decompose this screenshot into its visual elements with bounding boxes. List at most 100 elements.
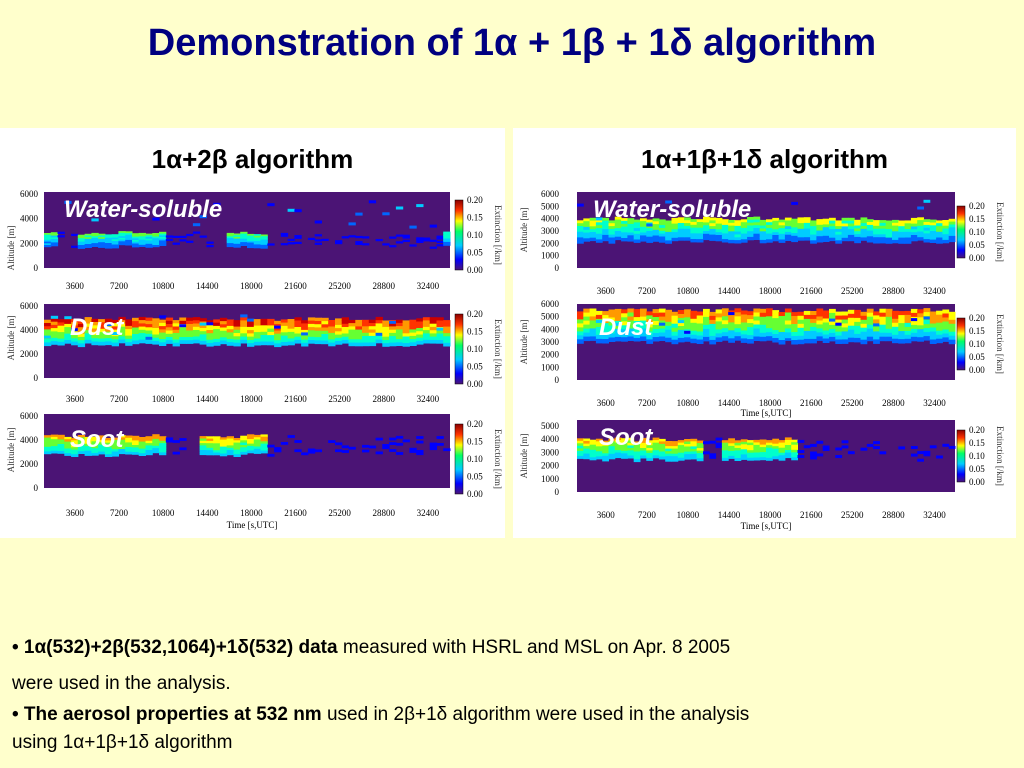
y-tick-label: 4000 [541,434,560,444]
colorbar-tick-label: 0.00 [467,379,483,389]
left-plot-soot: Altitude [m] 6000 4000 2000 0 3600 7200 10800… [0,410,505,538]
colorbar-tick-label: 0.20 [969,313,985,323]
slide-title: Demonstration of 1α + 1β + 1δ algorithm [147,22,877,64]
colorbar-tick-label: 0.20 [969,201,985,211]
colorbar-tick-label: 0.05 [969,352,985,362]
x-tick-label: 10800 [152,394,175,404]
colorbar-tick-label: 0.00 [969,253,985,263]
x-tick-label: 14400 [718,286,741,296]
label-dust: Dust [70,314,124,341]
x-tick-label: 7200 [110,281,129,291]
x-tick-label: 18000 [759,510,782,520]
y-tick-label: 5000 [541,421,560,431]
colorbar-tick-label: 0.20 [467,419,483,429]
x-tick-label: 7200 [638,398,657,408]
x-tick-label: 28800 [882,398,905,408]
svg-text:Altitude [m]: Altitude [m] [6,316,16,361]
svg-text:Altitude [m]: Altitude [m] [519,320,529,365]
x-tick-label: 21600 [284,394,307,404]
colorbar-tick-label: 0.15 [969,438,985,448]
label-dust: Dust [599,314,653,341]
y-tick-label: 6000 [20,189,39,199]
x-tick-label: 14400 [718,510,741,520]
colorbar-tick-label: 0.20 [467,309,483,319]
y-tick-label: 2000 [20,238,39,248]
colorbar-tick-label: 0.10 [969,227,985,237]
x-tick-label: 10800 [677,286,700,296]
x-tick-label: 7200 [638,286,657,296]
x-tick-label: 32400 [417,508,440,518]
x-tick-label: 32400 [923,286,946,296]
right-plot-water-soluble: Altitude [m] 6000 5000 4000 3000 2000 1000 0 3… [513,186,1016,296]
right-panel: 1α+1β+1δ algorithm Altitude [m] 6000 5000… [513,128,1016,538]
right-panel-title: 1α+1β+1δ algorithm [640,144,889,174]
x-tick-label: 25200 [328,281,351,291]
x-tick-label: 3600 [66,508,85,518]
y-tick-label: 0 [555,487,560,497]
colorbar: 0.20 0.15 0.10 0.05 0.00 Extinction [/km] [454,309,503,389]
y-ticks: 6000 4000 2000 0 [20,189,39,273]
x-tick-label: 3600 [66,281,85,291]
colorbar-tick-label: 0.10 [467,344,483,354]
colorbar-scale [956,317,966,371]
y-tick-label: 2000 [541,350,560,360]
y-tick-label: 4000 [541,324,560,334]
colorbar-tick-label: 0.00 [969,365,985,375]
note-line-3: • The aerosol properties at 532 nm used … [12,704,750,725]
x-tick-label: 14400 [196,281,219,291]
y-tick-label: 5000 [541,312,560,322]
heatmap-bands [577,308,956,345]
svg-text:Altitude [m]: Altitude [m] [6,428,16,473]
colorbar-tick-label: 0.05 [467,472,483,482]
y-tick-label: 2000 [20,459,39,469]
x-tick-label: 28800 [882,510,905,520]
heatmap-bands [44,434,451,457]
colorbar-tick-label: 0.15 [467,437,483,447]
y-tick-label: 1000 [541,474,560,484]
x-tick-label: 18000 [759,398,782,408]
y-tick-label: 5000 [541,201,560,211]
x-tick-label: 10800 [152,508,175,518]
label-soot: Soot [599,424,653,451]
y-tick-label: 3000 [541,337,560,347]
colorbar-tick-label: 0.20 [969,425,985,435]
label-water-soluble: Water-soluble [64,196,223,223]
colorbar-label: Extinction [/km] [493,205,503,265]
x-tick-label: 7200 [110,508,129,518]
colorbar: 0.20 0.15 0.10 0.05 0.00 Extinction [/km] [956,201,1005,263]
colorbar-tick-label: 0.20 [467,195,483,205]
x-tick-label: 3600 [66,394,85,404]
x-tick-label: 10800 [152,281,175,291]
y-tick-label: 3000 [541,226,560,236]
y-tick-label: 4000 [541,214,560,224]
x-tick-label: 21600 [800,286,823,296]
heatmap-bands [44,200,451,249]
colorbar-tick-label: 0.10 [467,454,483,464]
colorbar-tick-label: 0.00 [467,265,483,275]
x-tick-label: 3600 [597,510,616,520]
colorbar-tick-label: 0.15 [467,213,483,223]
y-tick-label: 2000 [541,238,560,248]
x-tick-label: 28800 [373,508,396,518]
left-plot-water-soluble: Altitude [m] 6000 4000 2000 0 3600 7200 10800… [0,186,505,294]
svg-text:Altitude [m]: Altitude [m] [519,434,529,479]
colorbar-tick-label: 0.15 [969,214,985,224]
x-tick-label: 18000 [240,508,263,518]
label-soot: Soot [70,426,124,453]
y-tick-label: 2000 [20,349,39,359]
colorbar-tick-label: 0.00 [969,477,985,487]
x-tick-label: 25200 [328,508,351,518]
y-tick-label: 4000 [20,435,39,445]
colorbar-tick-label: 0.00 [467,489,483,499]
x-tick-label: 10800 [677,510,700,520]
heatmap-bands [577,437,956,463]
x-tick-label: 10800 [677,398,700,408]
colorbar-scale [454,313,464,385]
colorbar-scale [454,423,464,495]
colorbar-tick-label: 0.10 [467,230,483,240]
x-tick-label: 21600 [800,510,823,520]
colorbar-label: Extinction [/km] [995,426,1005,486]
colorbar: 0.20 0.15 0.10 0.05 0.00 Extinction [/km] [454,195,503,275]
right-plot-soot: Altitude [m] 5000 4000 3000 2000 1000 0 3600 7… [513,416,1016,538]
colorbar-tick-label: 0.15 [467,327,483,337]
